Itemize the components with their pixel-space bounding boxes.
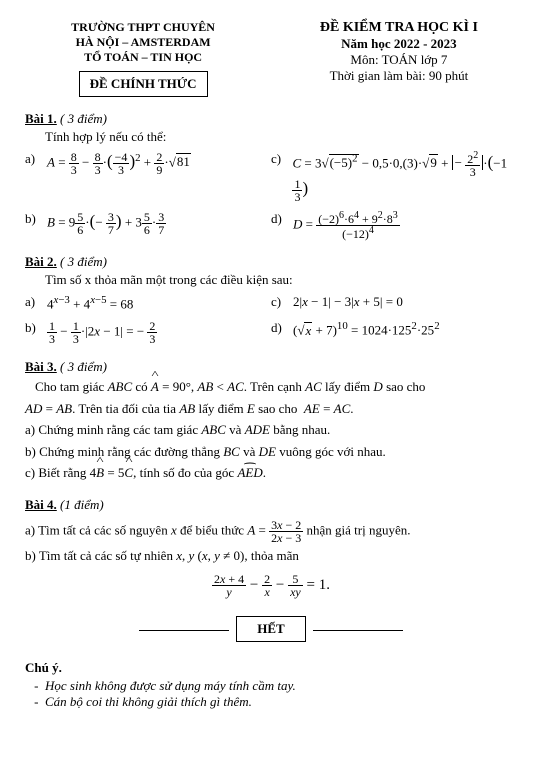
section-bai2: Bài 2. ( 3 điểm) Tìm số x thỏa mãn một t… [25,254,517,345]
header-right: ĐỀ KIỂM TRA HỌC KÌ I Năm học 2022 - 2023… [281,20,517,97]
bai2-d: d) (√x + 7)10 = 1024·1252·252 [271,320,517,345]
bai1-d: d) D = (−2)6·64 + 92·83(−12)4 [271,211,517,240]
bai1-b: b) B = 956·(− 37) + 356·37 [25,211,271,240]
school-line-2: HÀ NỘI – AMSTERDAM [25,35,261,50]
bai4-b: b) Tìm tất cả các số tự nhiên x, y (x, y… [25,546,517,566]
bai3-a: a) Chứng minh rằng các tam giác ABC và A… [25,420,517,440]
bai2-prompt: Tìm số x thỏa mãn một trong các điều kiệ… [45,272,517,288]
bai2-c: c) 2|x − 1| − 3|x + 5| = 0 [271,294,517,312]
het-text: HẾT [236,616,305,642]
bai3-points: ( 3 điểm) [60,359,107,374]
section-bai4: Bài 4. (1 điểm) a) Tìm tất cả các số ngu… [25,497,517,599]
header-left: TRƯỜNG THPT CHUYÊN HÀ NỘI – AMSTERDAM TỔ… [25,20,261,97]
footer: Chú ý. Học sinh không được sử dụng máy t… [25,660,517,710]
bai1-row2: b) B = 956·(− 37) + 356·37 d) D = (−2)6·… [25,211,517,240]
bai2-row1: a) 4x−3 + 4x−5 = 68 c) 2|x − 1| − 3|x + … [25,294,517,312]
footer-note-2: Cán bộ coi thi không giải thích gì thêm. [45,694,517,710]
exam-time: Thời gian làm bài: 90 phút [281,68,517,84]
exam-title: ĐỀ KIỂM TRA HỌC KÌ I [281,20,517,36]
bai1-c: c) C = 3√(−5)2 − 0,5·0,(3)·√9 + − 223·(−… [271,151,517,203]
bai4-eq: 2x + 4y − 2x − 5xy = 1. [25,573,517,598]
section-bai1: Bài 1. ( 3 điểm) Tính hợp lý nếu có thể:… [25,111,517,240]
footer-title: Chú ý. [25,660,62,675]
end-marker: HẾT [25,616,517,642]
bai2-b: b) 13 − 13·|2x − 1| = − 23 [25,320,271,345]
bai1-prompt: Tính hợp lý nếu có thể: [45,129,517,145]
bai1-points: ( 3 điểm) [60,111,107,126]
bai2-points: ( 3 điểm) [60,254,107,269]
exam-subject: Môn: TOÁN lớp 7 [281,52,517,68]
bai4-a: a) Tìm tất cả các số nguyên x để biểu th… [25,519,517,544]
bai1-title: Bài 1. [25,111,57,126]
bai2-title: Bài 2. [25,254,57,269]
section-bai3: Bài 3. ( 3 điểm) Cho tam giác ABC có A =… [25,359,517,483]
bai4-points: (1 điểm) [60,497,104,512]
bai2-row2: b) 13 − 13·|2x − 1| = − 23 d) (√x + 7)10… [25,320,517,345]
bai3-line1: Cho tam giác ABC có A = 90°, AB < AC. Tr… [35,377,517,397]
footer-note-1: Học sinh không được sử dụng máy tính cầm… [45,678,517,694]
document-header: TRƯỜNG THPT CHUYÊN HÀ NỘI – AMSTERDAM TỔ… [25,20,517,97]
bai2-a: a) 4x−3 + 4x−5 = 68 [25,294,271,312]
exam-year: Năm học 2022 - 2023 [281,36,517,52]
bai1-row1: a) A = 83 − 83·(−43)2 + 29·√81 c) C = 3√… [25,151,517,203]
bai3-line2: AD = AB. Trên tia đối của tia AB lấy điể… [25,399,517,419]
bai4-title: Bài 4. [25,497,57,512]
school-line-3: TỔ TOÁN – TIN HỌC [25,50,261,65]
official-box: ĐỀ CHÍNH THỨC [79,71,208,97]
bai3-c: c) Biết rằng 4B = 5C, tính số đo của góc… [25,463,517,483]
bai1-a: a) A = 83 − 83·(−43)2 + 29·√81 [25,151,271,203]
school-line-1: TRƯỜNG THPT CHUYÊN [25,20,261,35]
bai3-title: Bài 3. [25,359,57,374]
